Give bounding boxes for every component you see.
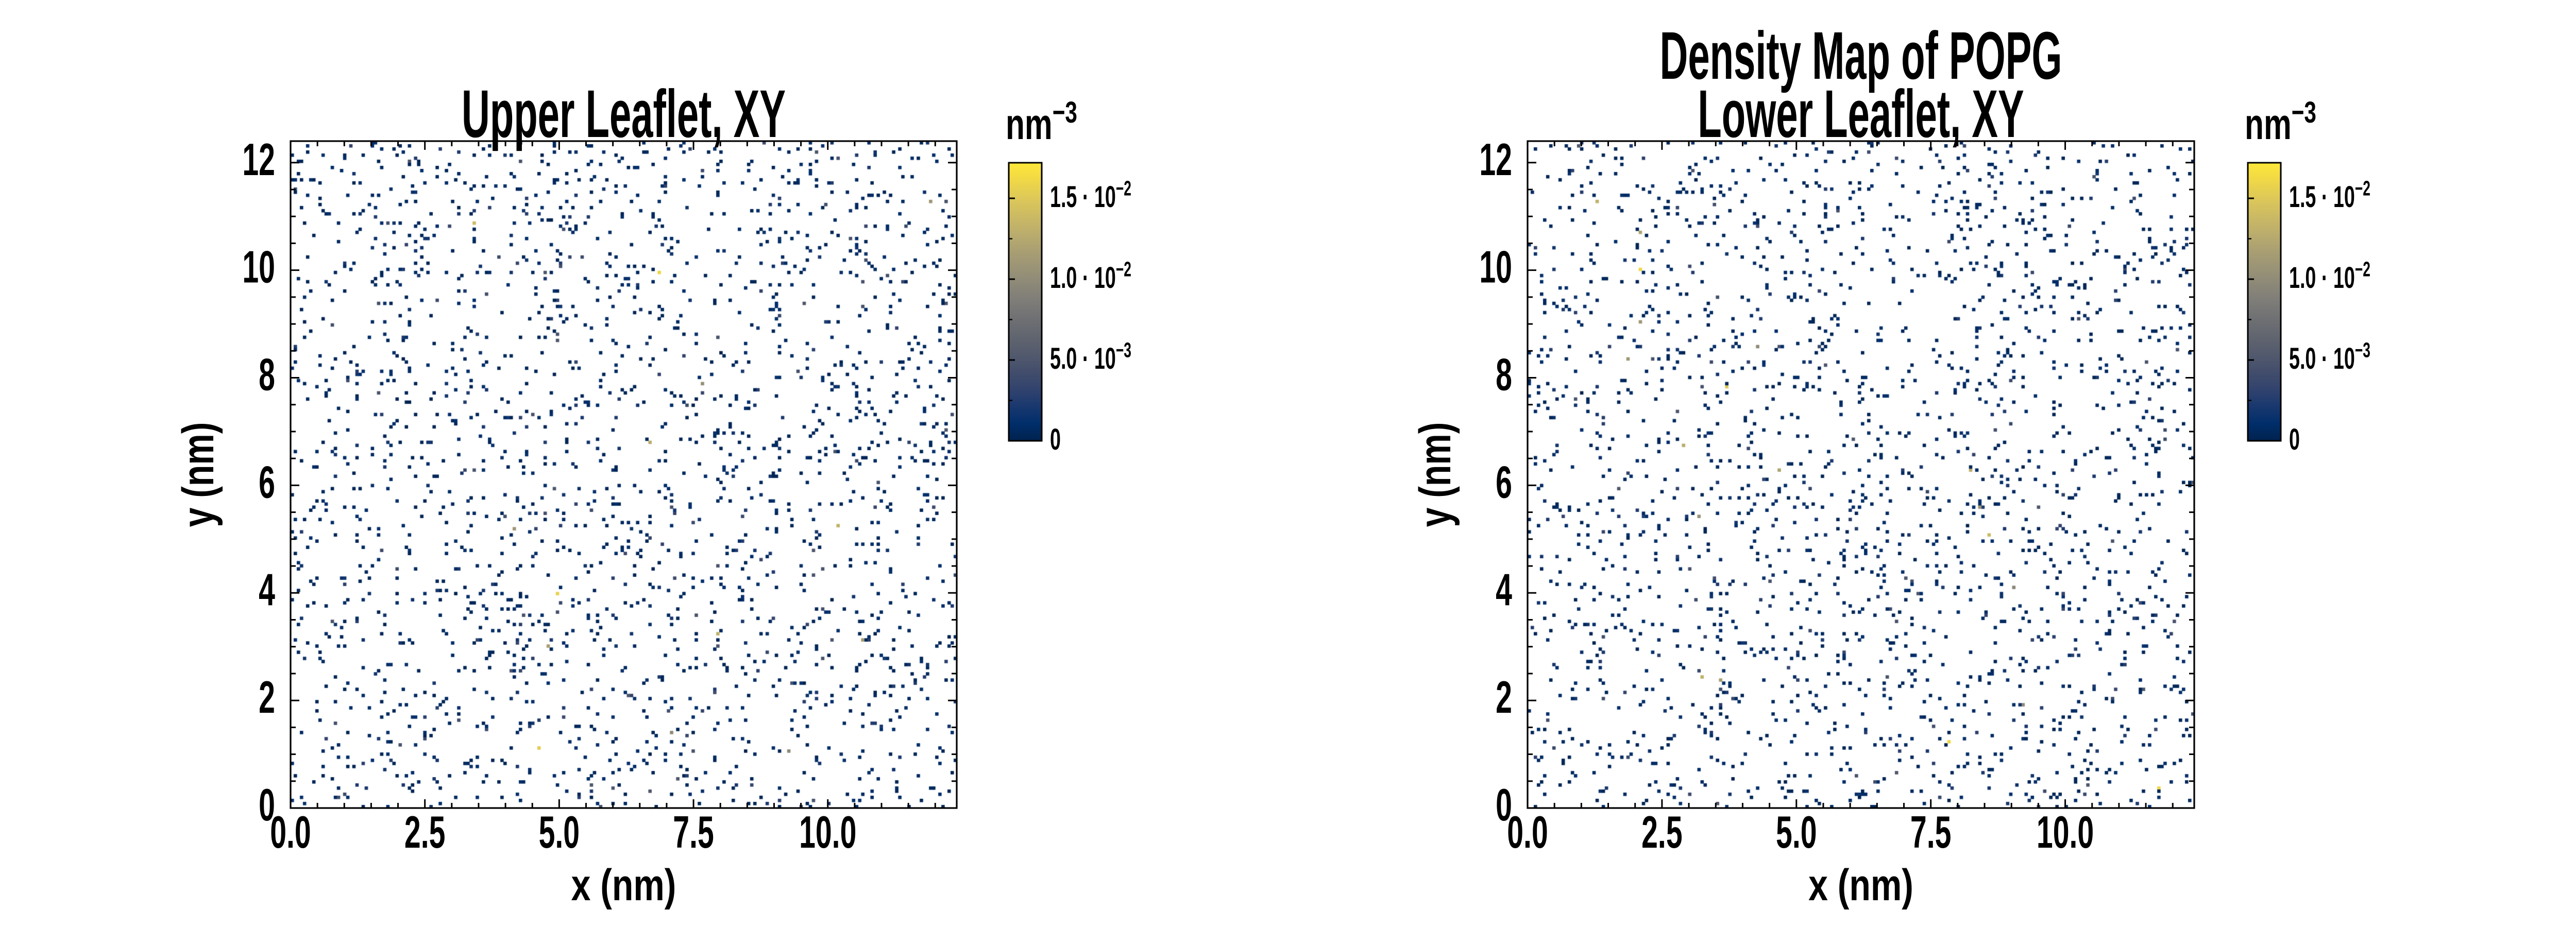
svg-text:x (nm): x (nm) [571,861,676,909]
svg-text:6: 6 [259,457,275,507]
svg-text:7.5: 7.5 [1910,807,1952,857]
svg-text:0.0: 0.0 [1507,807,1548,857]
svg-text:2: 2 [1496,672,1512,723]
svg-text:7.5: 7.5 [673,807,714,857]
svg-text:y (nm): y (nm) [1411,422,1460,527]
svg-text:6: 6 [1496,457,1512,507]
svg-text:2.5: 2.5 [404,807,446,857]
svg-text:Density Map of POPG: Density Map of POPG [1660,18,2062,93]
svg-text:4: 4 [259,564,275,615]
svg-text:12: 12 [1479,134,1512,184]
svg-text:10.0: 10.0 [2037,807,2094,857]
svg-text:0: 0 [259,780,275,830]
svg-text:0.0: 0.0 [270,807,311,857]
svg-text:y (nm): y (nm) [174,422,223,527]
svg-text:10.0: 10.0 [799,807,856,857]
svg-text:0: 0 [2289,423,2300,456]
svg-text:0: 0 [1050,423,1061,456]
svg-text:12: 12 [242,134,275,184]
svg-text:4: 4 [1496,564,1512,615]
svg-text:8: 8 [1496,349,1512,400]
svg-text:8: 8 [259,349,275,400]
svg-text:2.5: 2.5 [1641,807,1683,857]
svg-text:10: 10 [242,242,275,292]
svg-text:2: 2 [259,672,275,723]
svg-text:x (nm): x (nm) [1808,861,1913,909]
svg-text:Upper Leaflet, XY: Upper Leaflet, XY [462,76,786,151]
svg-text:10: 10 [1479,242,1512,292]
svg-text:0: 0 [1496,780,1512,830]
svg-text:5.0: 5.0 [1776,807,1817,857]
svg-text:5.0: 5.0 [539,807,580,857]
